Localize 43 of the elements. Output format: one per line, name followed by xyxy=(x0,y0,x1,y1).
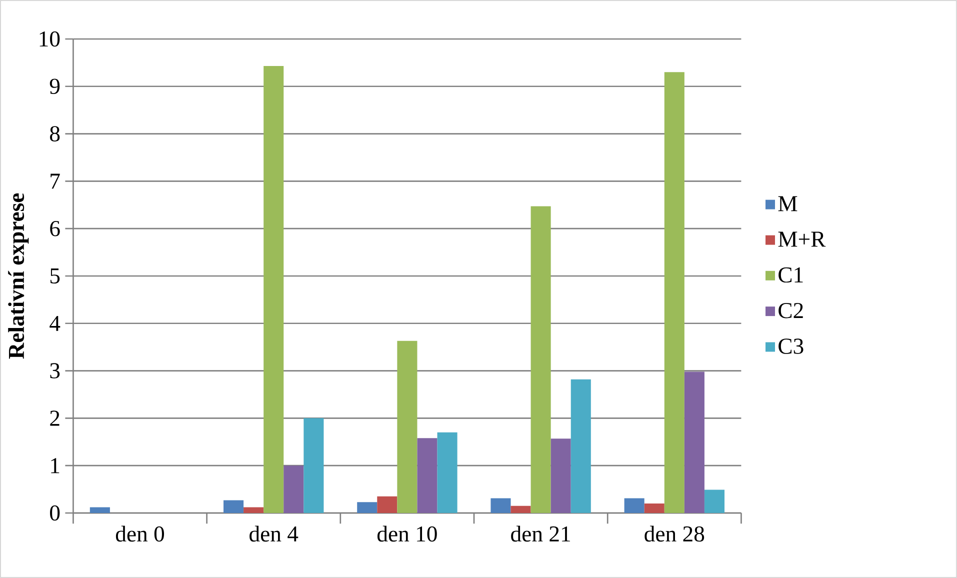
y-tick-label: 3 xyxy=(50,363,60,378)
bar xyxy=(357,502,378,513)
x-tick-label: den 0 xyxy=(116,526,164,542)
y-tick-label: 9 xyxy=(50,78,60,94)
bar xyxy=(530,206,551,513)
legend-label: M+R xyxy=(778,232,826,247)
x-tick-label: den 28 xyxy=(644,526,704,542)
y-tick-label: 8 xyxy=(50,126,60,142)
bar xyxy=(397,340,418,513)
bar xyxy=(304,418,324,513)
bar xyxy=(644,504,664,513)
y-tick-label: 5 xyxy=(50,268,60,284)
x-tick-label: den 4 xyxy=(250,526,298,542)
y-tick-label: 1 xyxy=(51,458,60,474)
legend-label: C2 xyxy=(778,302,803,318)
legend-label: M xyxy=(778,196,798,212)
y-tick-label: 7 xyxy=(50,174,60,189)
y-tick-label: 2 xyxy=(50,410,60,426)
y-tick-label: 4 xyxy=(50,316,60,331)
x-tick-label: den 21 xyxy=(511,526,570,542)
bar xyxy=(437,432,458,513)
bar xyxy=(284,466,304,513)
bar xyxy=(417,438,438,513)
bar xyxy=(624,498,644,513)
bar xyxy=(224,500,244,513)
legend-label: C3 xyxy=(778,338,804,354)
bar xyxy=(570,379,591,513)
bar xyxy=(550,438,571,513)
legend-label: C1 xyxy=(778,267,803,283)
bar xyxy=(684,372,704,513)
bar xyxy=(490,498,511,513)
x-tick-label: den 10 xyxy=(377,526,437,542)
bar xyxy=(704,490,724,513)
bar xyxy=(377,496,398,513)
y-tick-label: 6 xyxy=(50,220,60,236)
bar xyxy=(264,66,284,513)
bar xyxy=(244,507,264,513)
y-tick-label: 10 xyxy=(40,31,60,47)
y-axis-title: Relativní exprese xyxy=(8,193,29,359)
bar xyxy=(90,507,110,513)
y-tick-label: 0 xyxy=(50,505,60,521)
bar xyxy=(664,72,684,513)
bar xyxy=(510,506,531,513)
